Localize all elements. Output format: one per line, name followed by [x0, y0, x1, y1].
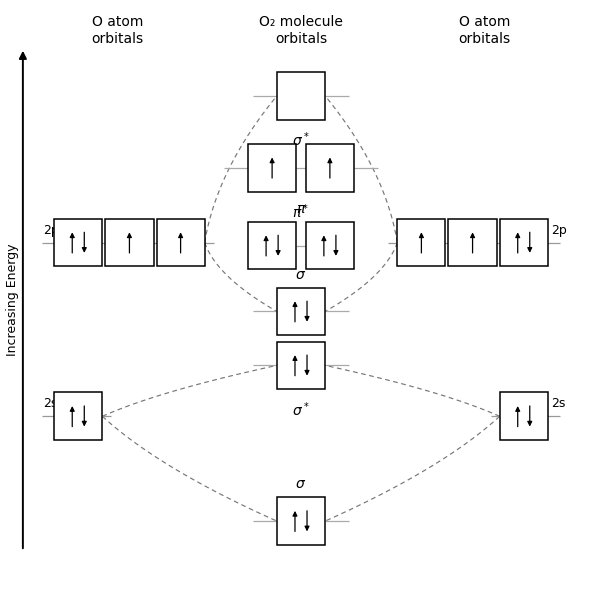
Text: $\pi$: $\pi$: [296, 202, 306, 216]
Text: 2p: 2p: [43, 223, 59, 237]
Text: $\sigma^*$: $\sigma^*$: [292, 400, 310, 419]
Text: $\sigma$: $\sigma$: [296, 477, 306, 491]
Text: Increasing Energy: Increasing Energy: [5, 243, 19, 356]
Text: $\sigma$: $\sigma$: [296, 268, 306, 282]
Text: $\pi^*$: $\pi^*$: [293, 202, 309, 221]
Bar: [54, 219, 102, 267]
Bar: [306, 144, 354, 192]
Text: 2s: 2s: [551, 397, 565, 410]
Bar: [277, 341, 325, 389]
Text: O atom
orbitals: O atom orbitals: [459, 15, 510, 46]
Bar: [248, 222, 296, 270]
Bar: [500, 392, 548, 440]
Bar: [277, 72, 325, 120]
Text: O atom
orbitals: O atom orbitals: [92, 15, 143, 46]
Bar: [500, 219, 548, 267]
Bar: [306, 222, 354, 270]
Bar: [277, 497, 325, 545]
Bar: [397, 219, 445, 267]
Bar: [105, 219, 154, 267]
Bar: [448, 219, 497, 267]
Text: O₂ molecule
orbitals: O₂ molecule orbitals: [259, 15, 343, 46]
Bar: [157, 219, 205, 267]
Text: $\sigma^*$: $\sigma^*$: [292, 131, 310, 149]
Bar: [277, 288, 325, 335]
Bar: [248, 144, 296, 192]
Bar: [54, 392, 102, 440]
Text: 2p: 2p: [551, 223, 566, 237]
Text: 2s: 2s: [43, 397, 58, 410]
